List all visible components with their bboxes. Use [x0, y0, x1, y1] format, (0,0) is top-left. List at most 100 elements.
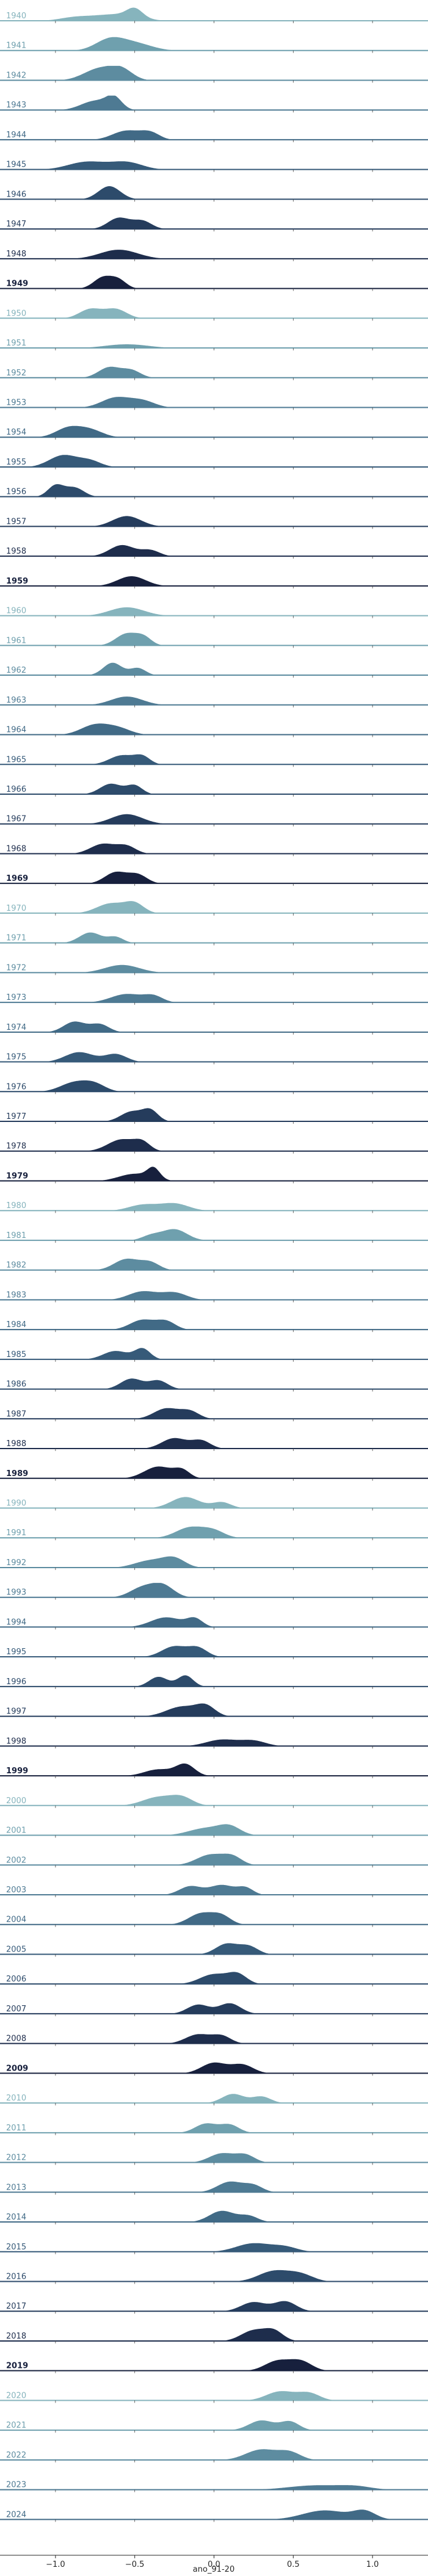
year-label: 1983	[6, 1290, 26, 1300]
year-label: 2019	[6, 2362, 28, 2371]
x-tick-group: −1.0 −0.5 0.0 0.5 1.0	[46, 21, 379, 2569]
ridge-row: 2008	[0, 2033, 428, 2044]
ridge-row: 1945	[0, 161, 428, 170]
ridge-row: 1986	[0, 1378, 428, 1390]
year-label: 1980	[6, 1201, 26, 1210]
x-tick-label: 1.0	[366, 2560, 379, 2569]
density-area	[0, 606, 428, 617]
density-area	[0, 1616, 428, 1627]
year-label: 2009	[6, 2064, 28, 2073]
year-label: 2018	[6, 2332, 26, 2341]
year-label: 1945	[6, 161, 26, 170]
ridge-row: 1946	[0, 185, 428, 200]
density-area	[0, 783, 428, 795]
density-area	[0, 1257, 428, 1271]
ridge-row: 1983	[0, 1290, 428, 1301]
ridge-row: 2015	[0, 2242, 428, 2252]
year-label: 1961	[6, 636, 26, 645]
density-area	[0, 1290, 428, 1300]
ridge-row: 1971	[0, 932, 428, 944]
year-label: 1994	[6, 1618, 26, 1627]
year-label: 1996	[6, 1677, 26, 1687]
year-label: 1982	[6, 1261, 26, 1270]
ridge-row: 1968	[0, 842, 428, 855]
density-area	[0, 2419, 428, 2431]
year-label: 2005	[6, 1945, 26, 1954]
ridge-row: 1949	[0, 275, 428, 289]
density-area	[0, 366, 428, 378]
ridge-row: 2001	[0, 1823, 428, 1836]
density-area	[0, 1762, 428, 1776]
ridge-row: 1999	[0, 1762, 428, 1777]
ridge-row: 1955	[0, 454, 428, 468]
year-label: 1963	[6, 696, 26, 705]
ridge-row: 1944	[0, 129, 428, 140]
density-area	[0, 1407, 428, 1419]
density-area	[0, 900, 428, 914]
density-area	[0, 1911, 428, 1925]
year-label: 2011	[6, 2124, 26, 2133]
year-label: 1969	[6, 874, 28, 883]
year-label: 2006	[6, 1975, 26, 1984]
density-area	[0, 2358, 428, 2372]
year-label: 1946	[6, 190, 26, 199]
ridge-row: 2000	[0, 1794, 428, 1806]
density-area	[0, 1702, 428, 1717]
ridge-row: 2020	[0, 2390, 428, 2401]
year-label: 1947	[6, 220, 26, 229]
ridge-row: 2023	[0, 2481, 428, 2491]
ridge-row: 1942	[0, 65, 428, 81]
x-tick-label: 0.5	[287, 2560, 300, 2569]
year-label: 2012	[6, 2154, 26, 2163]
year-label: 2002	[6, 1856, 26, 1865]
year-label: 1954	[6, 428, 26, 437]
year-label: 1941	[6, 42, 26, 51]
year-label: 1984	[6, 1320, 26, 1330]
year-label: 1976	[6, 1082, 26, 1091]
ridge-row: 1951	[0, 339, 428, 349]
density-area	[0, 1319, 428, 1330]
ridge-row: 1975	[0, 1051, 428, 1063]
density-area	[0, 2002, 428, 2014]
year-label: 1970	[6, 904, 26, 913]
density-area	[0, 993, 428, 1003]
ridge-row: 2003	[0, 1884, 428, 1895]
density-area	[0, 2300, 428, 2312]
year-label: 1978	[6, 1142, 26, 1151]
year-label: 2017	[6, 2302, 26, 2311]
density-area	[0, 1853, 428, 1865]
year-label: 1953	[6, 398, 26, 407]
ridge-row: 1947	[0, 217, 428, 230]
year-label: 1988	[6, 1439, 26, 1449]
ridge-row: 1970	[0, 900, 428, 914]
year-label: 2021	[6, 2421, 26, 2430]
ridge-row: 2004	[0, 1911, 428, 1925]
ridge-row: 2016	[0, 2269, 428, 2282]
density-area	[0, 2390, 428, 2401]
ridge-row: 1982	[0, 1257, 428, 1271]
ridge-row: 1966	[0, 783, 428, 795]
year-label: 1987	[6, 1409, 26, 1419]
ridge-row: 1967	[0, 813, 428, 825]
year-label: 1991	[6, 1529, 26, 1538]
density-area	[0, 964, 428, 973]
density-area	[0, 632, 428, 646]
density-area	[0, 1021, 428, 1033]
ridge-row: 2021	[0, 2419, 428, 2431]
density-area	[0, 2180, 428, 2193]
density-area	[0, 483, 428, 497]
density-area	[0, 1794, 428, 1806]
year-label: 2008	[6, 2035, 26, 2044]
density-area	[0, 1378, 428, 1390]
year-label: 2013	[6, 2183, 26, 2192]
ridge-row: 1994	[0, 1616, 428, 1628]
ridge-row: 2002	[0, 1853, 428, 1866]
ridge-row: 1991	[0, 1525, 428, 1539]
ridge-row: 2013	[0, 2180, 428, 2193]
density-area	[0, 2509, 428, 2520]
ridge-row: 1954	[0, 425, 428, 438]
density-area	[0, 1079, 428, 1092]
density-area	[0, 1202, 428, 1211]
ridge-row: 2019	[0, 2358, 428, 2372]
density-area	[0, 1437, 428, 1449]
